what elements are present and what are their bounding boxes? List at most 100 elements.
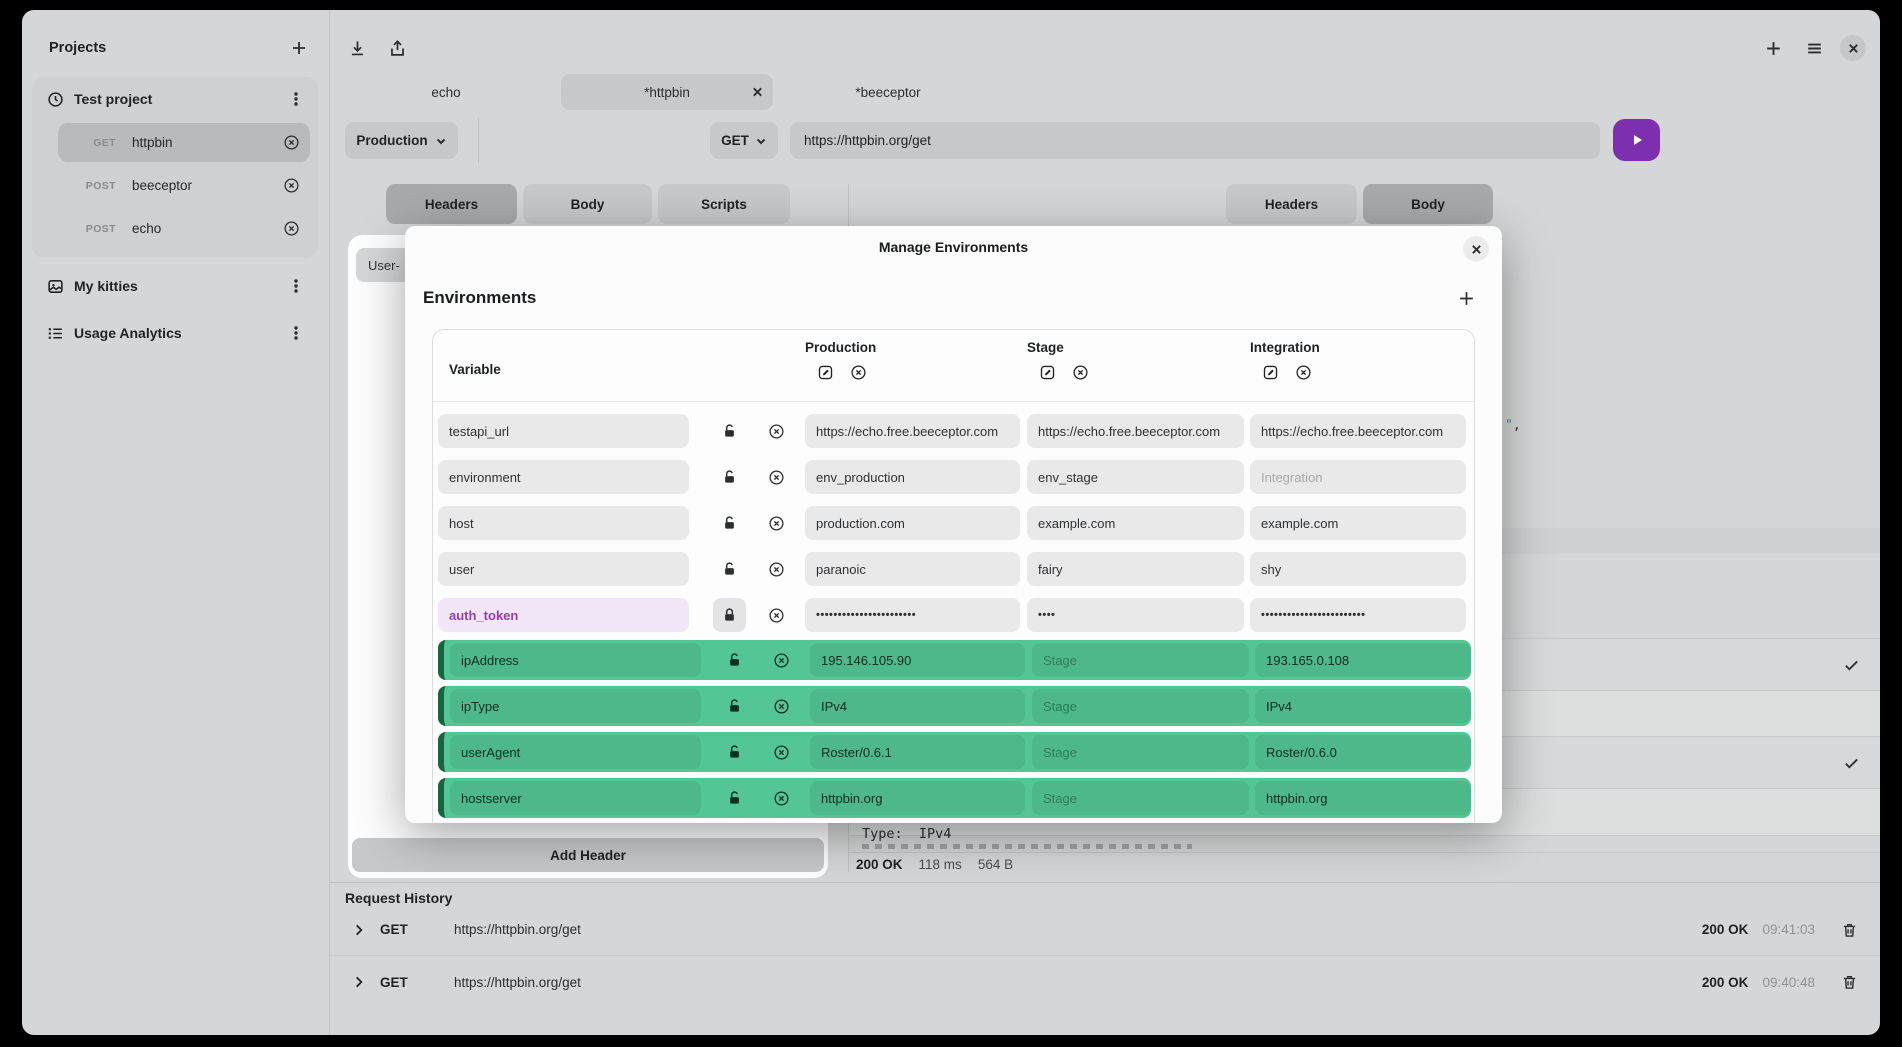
project-menu-button[interactable] [282,85,310,113]
method-selector[interactable]: GET [710,122,778,159]
edit-environment-icon[interactable] [1262,364,1279,381]
circle-x-icon[interactable] [283,134,300,151]
main-menu-button[interactable] [1800,34,1828,62]
import-button[interactable] [343,34,371,62]
value-input-integration[interactable]: Roster/0.6.0 [1255,735,1471,769]
variable-name-input[interactable]: auth_token [438,598,689,632]
project-group-header[interactable]: Test project [32,77,318,121]
lock-toggle-button[interactable] [718,689,751,723]
export-button[interactable] [383,34,411,62]
value-input-production[interactable]: production.com [805,506,1020,540]
value-input-stage[interactable]: fairy [1027,552,1244,586]
delete-variable-icon[interactable] [760,460,793,494]
tab-close-icon[interactable] [752,87,763,98]
lock-toggle-button[interactable] [718,643,751,677]
value-input-integration[interactable]: •••••••••••••••••••••••• [1250,598,1466,632]
window-close-button[interactable] [1840,35,1866,61]
value-input-production[interactable]: 195.146.105.90 [810,643,1025,677]
lock-toggle-button[interactable] [718,781,751,815]
value-input-stage[interactable]: env_stage [1027,460,1244,494]
delete-variable-icon[interactable] [760,598,793,632]
lock-toggle-button[interactable] [718,735,751,769]
lock-toggle-button[interactable] [713,598,746,632]
lock-toggle-button[interactable] [713,552,746,586]
value-input-stage[interactable]: •••• [1027,598,1244,632]
my-kitties-menu-button[interactable] [282,272,310,300]
chevron-right-icon[interactable] [352,975,366,989]
value-input-production[interactable]: env_production [805,460,1020,494]
send-request-button[interactable] [1613,119,1660,161]
variable-name-input[interactable]: environment [438,460,689,494]
lock-toggle-button[interactable] [713,506,746,540]
variable-name-input[interactable]: hostserver [450,781,701,815]
sidebar-request-item[interactable]: GET httpbin [58,123,310,162]
sidebar-request-item[interactable]: POST echo [58,209,310,248]
chevron-right-icon[interactable] [352,923,366,937]
value-input-production[interactable]: Roster/0.6.1 [810,735,1025,769]
value-input-integration[interactable]: 193.165.0.108 [1255,643,1471,677]
value-input-production[interactable]: https://echo.free.beeceptor.com [805,414,1020,448]
delete-variable-icon[interactable] [760,552,793,586]
history-row[interactable]: GET https://httpbin.org/get 200 OK 09:41… [330,904,1880,956]
value-input-stage[interactable]: https://echo.free.beeceptor.com [1027,414,1244,448]
new-project-button[interactable] [285,34,313,62]
variable-name-input[interactable]: testapi_url [438,414,689,448]
response-tab-headers[interactable]: Headers [1226,184,1357,224]
value-input-stage[interactable]: example.com [1027,506,1244,540]
tab-echo[interactable]: echo [340,74,552,110]
add-header-button[interactable]: Add Header [352,838,824,872]
edit-environment-icon[interactable] [817,364,834,381]
value-input-stage[interactable]: Stage [1032,735,1249,769]
response-tab-body[interactable]: Body [1363,184,1493,224]
request-tab-scripts[interactable]: Scripts [658,184,790,224]
usage-analytics-menu-button[interactable] [282,319,310,347]
value-input-integration[interactable]: Integration [1250,460,1466,494]
value-input-stage[interactable]: Stage [1032,781,1249,815]
edit-environment-icon[interactable] [1039,364,1056,381]
value-input-integration[interactable]: httpbin.org [1255,781,1471,815]
value-input-integration[interactable]: https://echo.free.beeceptor.com [1250,414,1466,448]
delete-environment-icon[interactable] [1295,364,1312,381]
sidebar-request-item[interactable]: POST beeceptor [58,166,310,205]
lock-toggle-button[interactable] [713,414,746,448]
variable-name-input[interactable]: host [438,506,689,540]
delete-variable-icon[interactable] [765,689,798,723]
request-tab-body[interactable]: Body [523,184,652,224]
variable-name-input[interactable]: userAgent [450,735,701,769]
value-input-production[interactable]: httpbin.org [810,781,1025,815]
delete-environment-icon[interactable] [850,364,867,381]
tab-beeceptor[interactable]: *beeceptor [782,74,994,110]
variable-name-input[interactable]: ipType [450,689,701,723]
modal-close-button[interactable] [1463,236,1489,262]
value-input-integration[interactable]: shy [1250,552,1466,586]
lock-toggle-button[interactable] [713,460,746,494]
circle-x-icon[interactable] [283,177,300,194]
add-environment-button[interactable] [1452,284,1480,312]
history-row[interactable]: GET https://httpbin.org/get 200 OK 09:40… [330,956,1880,1008]
tab-httpbin[interactable]: *httpbin [561,74,773,110]
trash-icon[interactable] [1841,973,1858,991]
value-input-production[interactable]: ••••••••••••••••••••••• [805,598,1020,632]
request-tab-headers[interactable]: Headers [386,184,517,224]
new-request-button[interactable] [1759,34,1787,62]
variable-name-input[interactable]: user [438,552,689,586]
trash-icon[interactable] [1841,921,1858,939]
value-input-integration[interactable]: example.com [1250,506,1466,540]
variable-name-input[interactable]: ipAddress [450,643,701,677]
circle-x-icon[interactable] [283,220,300,237]
delete-variable-icon[interactable] [760,414,793,448]
delete-variable-icon[interactable] [760,506,793,540]
value-input-production[interactable]: IPv4 [810,689,1025,723]
value-input-stage[interactable]: Stage [1032,643,1249,677]
environment-selector[interactable]: Production [345,122,458,159]
sidebar-item-my-kitties[interactable]: My kitties [32,266,318,306]
value-input-production[interactable]: paranoic [805,552,1020,586]
delete-variable-icon[interactable] [765,781,798,815]
value-input-integration[interactable]: IPv4 [1255,689,1471,723]
delete-variable-icon[interactable] [765,735,798,769]
delete-variable-icon[interactable] [765,643,798,677]
delete-environment-icon[interactable] [1072,364,1089,381]
url-input[interactable]: https://httpbin.org/get [790,122,1600,159]
value-input-stage[interactable]: Stage [1032,689,1249,723]
sidebar-item-usage-analytics[interactable]: Usage Analytics [32,313,318,353]
